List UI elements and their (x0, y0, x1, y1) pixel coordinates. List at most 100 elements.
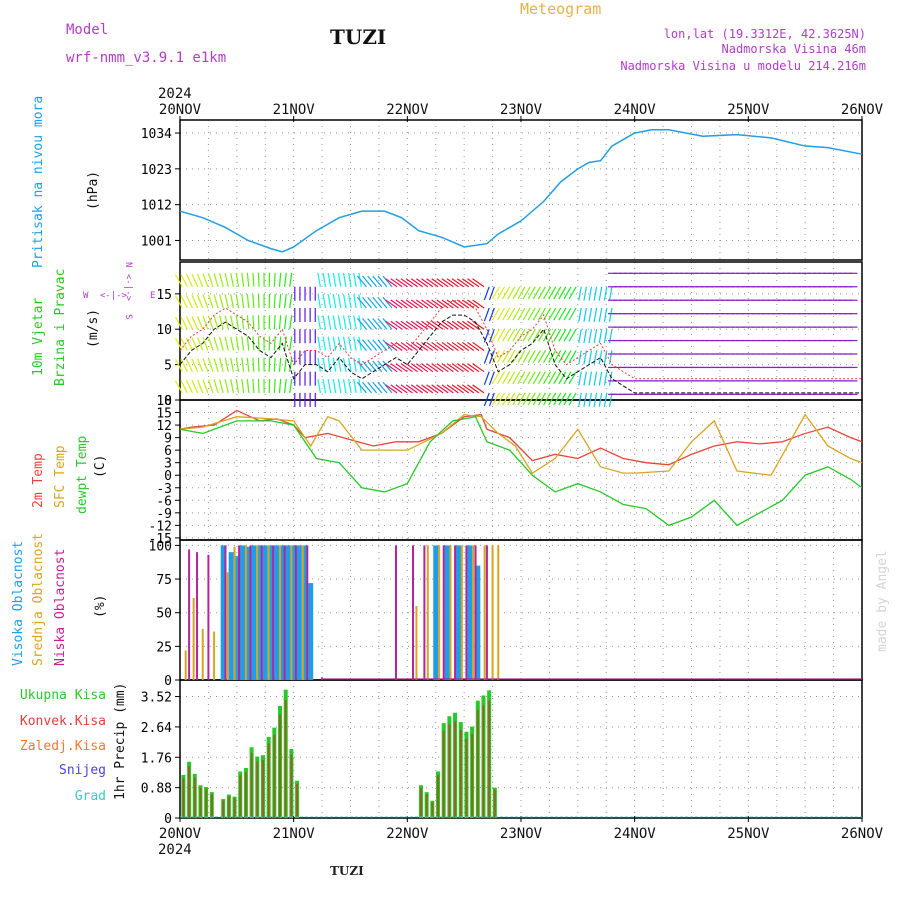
wind-arrow (231, 358, 234, 372)
wind-panel (175, 273, 862, 407)
wind-label-2: Brzina i Pravac (53, 269, 68, 386)
wind-arrow (333, 273, 335, 287)
wind-arrow (594, 372, 596, 386)
cloud-bar (238, 545, 240, 680)
wind-arrow (383, 361, 392, 372)
wind-arrow (584, 287, 586, 301)
cloud-bar (285, 545, 290, 680)
wind-arrow (258, 294, 259, 308)
y-tick-label: 1.76 (141, 751, 172, 766)
wind-arrow (192, 359, 198, 372)
wind-arrow (579, 350, 581, 364)
wind-arrow (363, 382, 372, 393)
x-label-top: 21NOV (273, 102, 316, 118)
y-tick-label: 0 (164, 674, 172, 689)
wind-arrow (349, 379, 351, 393)
wind-arrow (344, 273, 346, 287)
wind-arrow (432, 279, 443, 287)
wind-arrow (203, 380, 208, 393)
temp-unit: (C) (93, 455, 108, 478)
wind-arrow (318, 294, 320, 308)
wind-arrow (220, 316, 224, 330)
wind-arrow (368, 340, 377, 351)
wind-arrow (432, 321, 443, 329)
cloud-bar (261, 545, 263, 680)
wind-arrow (604, 372, 606, 386)
wind-arrow (318, 315, 320, 329)
cloud-bar (461, 545, 463, 680)
wind-arrow (432, 364, 443, 372)
compass-s: S (123, 314, 133, 319)
wind-arrow (274, 358, 275, 372)
precip-bar-conv (454, 721, 456, 818)
wind-arrow (604, 350, 606, 364)
year-top: 2024 (158, 86, 192, 102)
wind-arrow (584, 329, 586, 343)
model-label: Model (66, 22, 108, 38)
wind-arrow (378, 340, 387, 351)
wind-arrow (401, 300, 412, 308)
wind-arrow (290, 315, 292, 329)
legend-total: Ukupna Kisa (20, 688, 106, 703)
precip-legend: Ukupna Kisa Konvek.Kisa Zaledj.Kisa Snij… (20, 688, 106, 804)
wind-arrow (579, 372, 581, 386)
wind-arrow (594, 350, 596, 364)
wind-arrow (467, 342, 478, 350)
cloud-bar (207, 555, 209, 680)
wind-arrow (391, 279, 402, 287)
precip-bar-conv (205, 789, 207, 818)
wind-arrow (432, 385, 443, 393)
wind-arrow (354, 273, 356, 287)
wind-arrow (421, 385, 432, 393)
wind-arrow (285, 294, 287, 308)
cloud-label-1: Visoka Oblacnost (11, 541, 26, 666)
wind-arrow (203, 359, 208, 372)
y-tick-label: 75 (156, 573, 172, 588)
wind-arrow (231, 379, 234, 393)
cloud-bar (256, 545, 258, 680)
wind-arrow (354, 379, 356, 393)
wind-arrow (610, 372, 612, 386)
precip-unit: 1hr Precip (mm) (113, 683, 128, 800)
cloud-bar (484, 545, 486, 680)
wind-arrow (368, 297, 377, 308)
cloud-bar (433, 545, 438, 680)
wind-arrow (175, 275, 182, 287)
wind-arrow (357, 340, 366, 351)
wind-arrow (604, 308, 606, 322)
wind-arrow (323, 294, 325, 308)
compass-n: N (123, 262, 133, 267)
wind-arrow (338, 379, 340, 393)
wind-arrow (447, 321, 458, 329)
wind-arrow (391, 321, 402, 329)
wind-arrow (333, 315, 335, 329)
precip-bar-conv (290, 755, 292, 818)
wind-arrow (373, 276, 382, 287)
wind-arrow (279, 294, 280, 308)
cloud-bar (234, 547, 236, 680)
wind-arrow (396, 279, 407, 287)
wind-arrow (411, 321, 422, 329)
wind-arrow (344, 294, 346, 308)
wind-arrow (220, 337, 224, 351)
cloud-label-2: Srednja Oblacnost (31, 533, 46, 666)
cloud-bar (229, 552, 234, 680)
cloud-bar (467, 545, 472, 680)
precip-bar-conv (262, 760, 264, 818)
wind-arrow (383, 382, 392, 393)
cloud-bar (272, 545, 274, 680)
precip-bar-conv (234, 798, 236, 818)
precip-bar-conv (285, 700, 287, 818)
wind-arrow (253, 358, 254, 372)
wind-arrow (599, 329, 601, 343)
cloud-bar (213, 632, 215, 680)
cloud-bar (395, 545, 397, 680)
wind-arrow (396, 364, 407, 372)
wind-arrow (258, 336, 259, 350)
wind-arrow (225, 358, 228, 372)
wind-arrow (344, 337, 346, 351)
panel-frame (180, 680, 862, 818)
wind-arrow (214, 337, 218, 350)
y-tick-label: 1023 (141, 163, 172, 178)
